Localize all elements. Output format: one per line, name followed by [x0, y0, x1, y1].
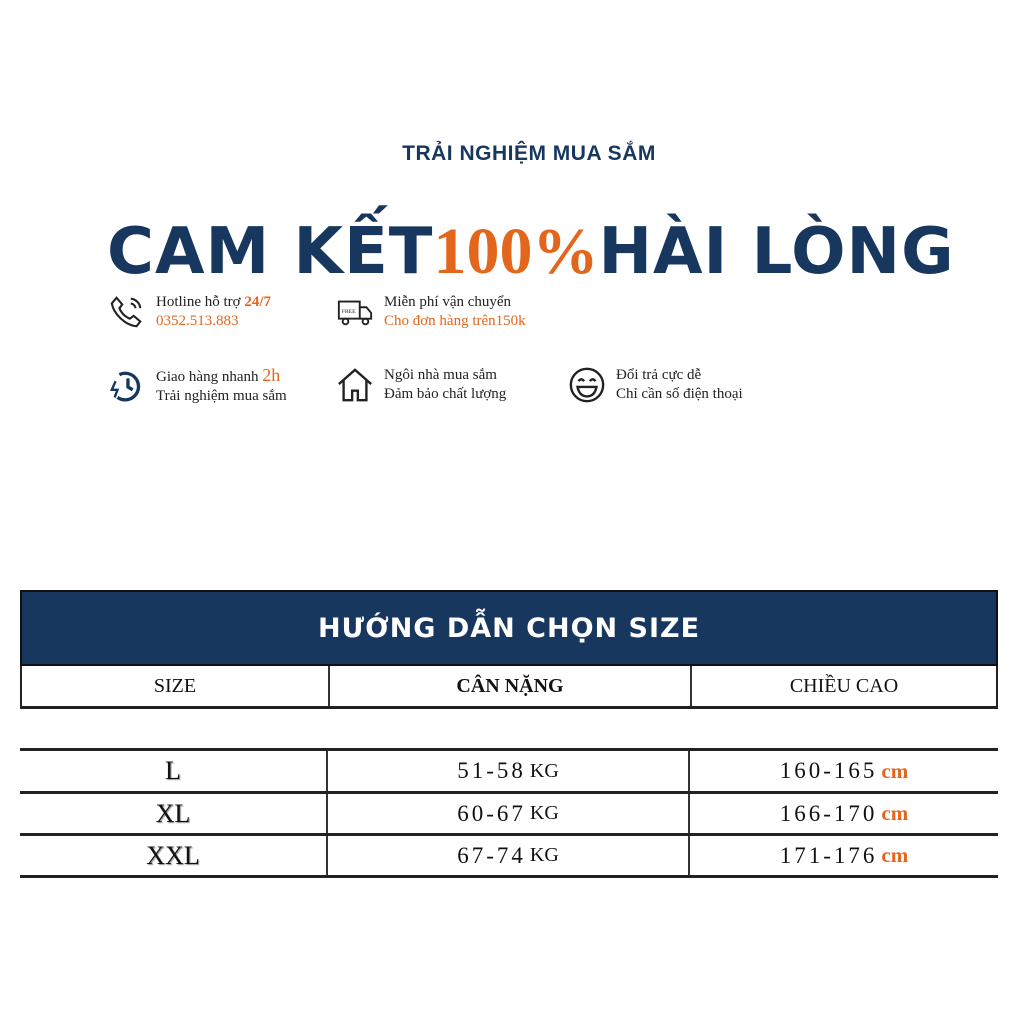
weight-unit: KG	[529, 844, 559, 866]
house-icon	[338, 368, 372, 402]
table-header-row: SIZE CÂN NẶNG CHIỀU CAO	[20, 666, 998, 709]
table-row: XXL 67-74 KG 171-176 cm	[20, 836, 998, 878]
feature-easy-return: Đổi trả cực dễ Chỉ cần số điện thoại	[568, 366, 743, 404]
height-unit: cm	[881, 843, 909, 867]
height-cell: 166-170	[779, 800, 878, 826]
feature-label: Hotline hỗ trợ	[156, 294, 245, 310]
feature-fast-delivery: Giao hàng nhanh 2h Trải nghiệm mua sắm	[108, 366, 287, 406]
feature-label: Giao hàng nhanh	[156, 369, 263, 385]
feature-accent: 24/7	[244, 294, 272, 310]
hotline-number[interactable]: 0352.513.883	[156, 313, 239, 329]
feature-label: Miễn phí vận chuyển	[384, 294, 512, 310]
weight-unit: KG	[529, 759, 559, 782]
feature-label: Ngôi nhà mua sắm	[384, 367, 497, 383]
weight-cell: 67-74	[457, 842, 526, 868]
delivery-truck-icon: FREE	[337, 300, 373, 326]
feature-shop-home: Ngôi nhà mua sắm Đảm bảo chất lượng	[336, 366, 506, 404]
height-unit: cm	[881, 801, 909, 825]
headline-part-a: CAM KẾT	[107, 215, 434, 289]
feature-shipping: FREE Miễn phí vận chuyển Cho đơn hàng trê…	[336, 293, 526, 331]
svg-text:FREE: FREE	[342, 309, 356, 315]
feature-detail: Chỉ cần số điện thoại	[616, 386, 743, 402]
column-header-size: SIZE	[22, 666, 330, 706]
size-guide-title: HƯỚNG DẪN CHỌN SIZE	[20, 590, 998, 666]
table-row: L 51-58 KG 160-165 cm	[20, 751, 998, 794]
phone-icon	[110, 296, 142, 328]
weight-cell: 51-58	[457, 758, 526, 783]
height-cell: 171-176	[779, 842, 878, 868]
column-header-weight: CÂN NẶNG	[330, 666, 692, 706]
size-cell: XL	[20, 794, 328, 833]
feature-label: Đổi trả cực dễ	[616, 367, 702, 383]
feature-detail: Đảm bảo chất lượng	[384, 386, 507, 402]
feature-hotline: Hotline hỗ trợ 24/7 0352.513.883	[108, 293, 271, 331]
feature-accent: 2h	[262, 365, 281, 385]
smile-icon	[569, 367, 605, 403]
feature-detail: Cho đơn hàng trên150k	[384, 313, 526, 329]
height-unit: cm	[881, 758, 909, 783]
headline: CAM KẾT100%HÀI LÒNG	[107, 214, 955, 290]
fast-clock-icon	[109, 371, 141, 402]
table-row: XL 60-67 KG 166-170 cm	[20, 794, 998, 836]
table-divider	[20, 748, 998, 751]
size-cell: XXL	[20, 836, 328, 875]
weight-cell: 60-67	[457, 800, 526, 826]
height-cell: 160-165	[779, 758, 878, 783]
weight-unit: KG	[529, 802, 559, 824]
feature-detail: Trải nghiệm mua sắm	[156, 388, 287, 404]
headline-part-b: HÀI LÒNG	[598, 215, 955, 289]
column-header-height: CHIỀU CAO	[789, 674, 899, 697]
headline-percent: 100%	[433, 215, 599, 288]
subtitle: TRẢI NGHIỆM MUA SẮM	[402, 142, 656, 165]
size-cell: L	[20, 751, 328, 791]
